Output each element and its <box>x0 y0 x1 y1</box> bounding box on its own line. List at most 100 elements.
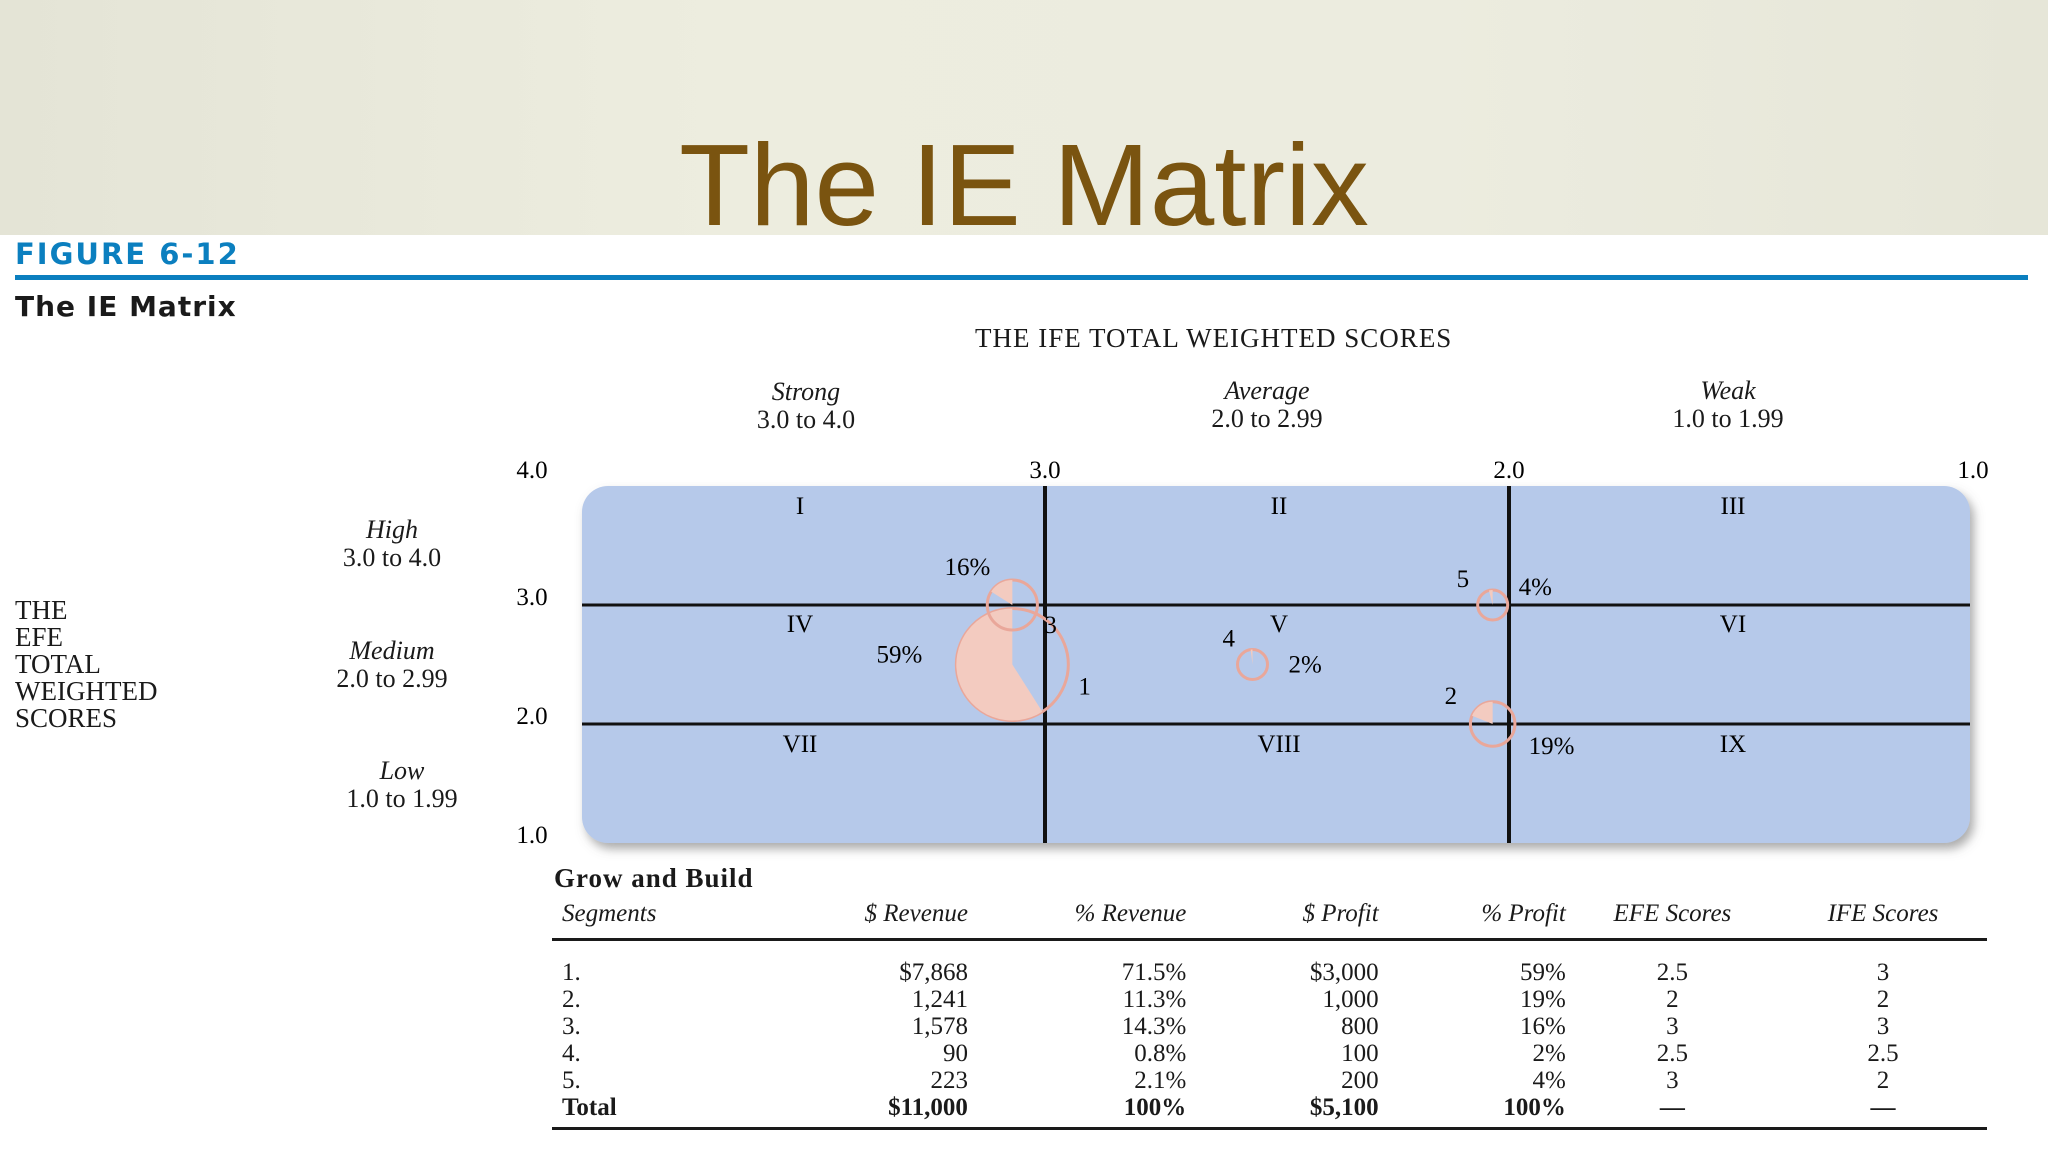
total-cell: 100% <box>1378 1094 1566 1130</box>
figure-title: The IE Matrix <box>15 290 237 323</box>
cell: 2. <box>562 986 581 1013</box>
efe-row-label: Medium <box>349 636 435 665</box>
cell: 14.3% <box>1121 1013 1187 1040</box>
cell: 3 <box>1876 1013 1890 1040</box>
efe-tick: 2.0 <box>516 703 547 730</box>
profit-share-wedge <box>991 579 1013 605</box>
cell: $3,000 <box>1309 959 1379 986</box>
cell: 2.5 <box>1656 959 1689 986</box>
efe-axis-title: THE EFE TOTAL WEIGHTED SCORES <box>15 597 157 732</box>
cell: 0.8% <box>1134 1040 1187 1067</box>
segment-table-section: Grow and Build Segments $ Revenue % Reve… <box>552 863 1987 1130</box>
cell: 200 <box>1341 1067 1379 1094</box>
table-row: 4. 90 0.8% 100 2% 2.5 2.5 <box>552 1040 1987 1067</box>
cell-label-vi: VI <box>1720 611 1746 638</box>
cell: 2.1% <box>1134 1067 1187 1094</box>
segment-table: Segments $ Revenue % Revenue $ Profit % … <box>552 894 1987 1130</box>
ife-column-weak: Weak 1.0 to 1.99 <box>1628 377 1828 433</box>
ife-axis-title: THE IFE TOTAL WEIGHTED SCORES <box>975 323 1453 353</box>
segment-number-label: 3 <box>1044 612 1057 639</box>
segment-circle-5: 4% 5 <box>1457 566 1552 622</box>
ife-column-range: 3.0 to 4.0 <box>756 405 856 434</box>
efe-row-medium: Medium 2.0 to 2.99 <box>292 637 492 693</box>
cell: 2 <box>1876 986 1890 1013</box>
total-cell: 100% <box>967 1094 1187 1130</box>
total-cell: $11,000 <box>739 1094 968 1130</box>
cell-label-iv: IV <box>787 611 813 638</box>
cell-label-v: V <box>1270 611 1288 638</box>
profit-share-label: 4% <box>1519 574 1552 601</box>
cell: 2.5 <box>1656 1040 1689 1067</box>
profit-share-label: 19% <box>1529 733 1575 760</box>
cell-label-iii: III <box>1721 493 1746 520</box>
cell: 16% <box>1520 1013 1566 1040</box>
ife-column-range: 2.0 to 2.99 <box>1211 404 1323 433</box>
cell-label-viii: VIII <box>1257 731 1300 758</box>
segment-circle-2: 19% 2 <box>1445 683 1575 760</box>
efe-row-high: High 3.0 to 4.0 <box>292 516 492 572</box>
matrix-background <box>582 486 1970 843</box>
efe-title-line: EFE <box>15 622 64 652</box>
ife-tick: 1.0 <box>1957 457 1988 484</box>
efe-tick: 3.0 <box>516 584 547 611</box>
total-cell: $5,100 <box>1186 1094 1379 1130</box>
efe-row-range: 3.0 to 4.0 <box>342 543 442 572</box>
ife-tick: 4.0 <box>516 457 547 484</box>
profit-share-wedge <box>1471 701 1493 724</box>
efe-row-low: Low 1.0 to 1.99 <box>302 757 502 813</box>
col-header-efe: EFE Scores <box>1565 894 1779 941</box>
table-header-row: Segments $ Revenue % Revenue $ Profit % … <box>552 894 1987 941</box>
cell: 100 <box>1341 1040 1379 1067</box>
cell-label-i: I <box>796 493 804 520</box>
cell: 800 <box>1341 1013 1379 1040</box>
table-title: Grow and Build <box>554 863 754 893</box>
cell: 4. <box>562 1040 581 1067</box>
col-header-ife: IFE Scores <box>1778 894 1987 941</box>
ife-column-label: Average <box>1224 376 1310 405</box>
efe-row-label: High <box>366 515 418 544</box>
ife-column-label: Strong <box>771 377 841 406</box>
col-header-revenue: $ Revenue <box>739 894 968 941</box>
cell-label-vii: VII <box>783 731 818 758</box>
ife-column-range: 1.0 to 1.99 <box>1672 404 1784 433</box>
ife-column-strong: Strong 3.0 to 4.0 <box>706 378 906 434</box>
cell: 2 <box>1876 1067 1890 1094</box>
cell: 2.5 <box>1867 1040 1899 1067</box>
ife-column-average: Average 2.0 to 2.99 <box>1167 377 1367 433</box>
profit-share-wedge <box>1250 649 1253 665</box>
cell: 5. <box>562 1067 581 1094</box>
segment-number-label: 2 <box>1445 683 1458 710</box>
efe-tick: 1.0 <box>516 822 547 849</box>
efe-title-line: TOTAL <box>15 649 101 679</box>
segment-number-label: 1 <box>1078 674 1091 701</box>
table-total-row: Total $11,000 100% $5,100 100% — — <box>552 1094 1987 1130</box>
segment-circle-1: 59% 1 <box>877 607 1091 722</box>
total-cell: — <box>1565 1094 1779 1130</box>
cell-label-ii: II <box>1271 493 1288 520</box>
cell: 71.5% <box>1121 959 1187 986</box>
cell: 90 <box>942 1040 968 1067</box>
col-header-segments: Segments <box>552 894 740 941</box>
ife-tick: 3.0 <box>1029 457 1060 484</box>
efe-title-line: THE <box>15 595 68 625</box>
col-header-pct-profit: % Profit <box>1378 894 1566 941</box>
cell: 3 <box>1876 959 1890 986</box>
profit-share-label: 59% <box>877 642 923 669</box>
segment-circle-4: 2% 4 <box>1223 626 1322 681</box>
total-cell: — <box>1778 1094 1987 1130</box>
cell: 1. <box>562 959 581 986</box>
ife-column-label: Weak <box>1700 376 1756 405</box>
cell: 19% <box>1520 986 1566 1013</box>
segment-circle-3: 16% 3 <box>945 554 1057 639</box>
cell: 1,000 <box>1322 986 1379 1013</box>
profit-share-wedge <box>1488 590 1493 605</box>
cell: 1,578 <box>911 1013 968 1040</box>
efe-row-range: 2.0 to 2.99 <box>336 664 448 693</box>
total-cell: Total <box>552 1094 740 1130</box>
segment-number-label: 5 <box>1457 566 1470 593</box>
segment-number-label: 4 <box>1223 626 1236 653</box>
efe-row-range: 1.0 to 1.99 <box>346 784 458 813</box>
efe-title-line: WEIGHTED <box>15 676 158 706</box>
cell: 2% <box>1532 1040 1566 1067</box>
